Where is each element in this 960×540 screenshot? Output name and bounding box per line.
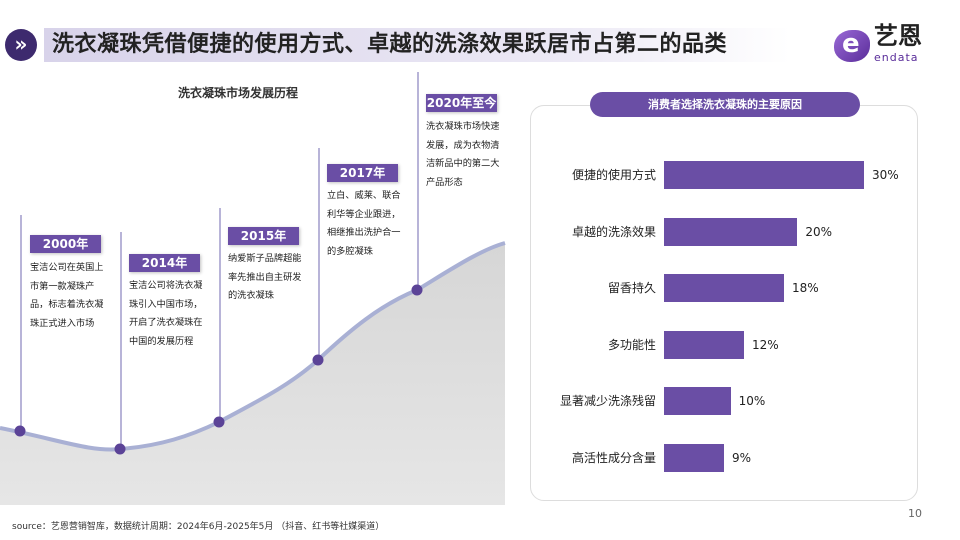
bar-row: 高活性成分含量 9%: [530, 444, 918, 472]
bar-value-label: 12%: [752, 338, 779, 352]
timeline-connector: [219, 208, 221, 422]
page-title: 洗衣凝珠凭借便捷的使用方式、卓越的洗涤效果跃居市占第二的品类: [52, 32, 728, 57]
bar-label: 多功能性: [607, 338, 656, 352]
bar-label: 便捷的使用方式: [571, 168, 656, 182]
bar-label: 高活性成分含量: [571, 451, 656, 465]
bar-row: 便捷的使用方式 30%: [530, 161, 918, 189]
bar-row: 多功能性 12%: [530, 331, 918, 359]
bar: [664, 331, 744, 359]
bar: [664, 218, 798, 246]
year-badge: 2015年: [228, 227, 299, 245]
bar-value-label: 10%: [738, 394, 766, 408]
year-badge: 2014年: [129, 254, 200, 272]
bar-value-label: 9%: [732, 451, 752, 465]
bar: [664, 161, 864, 189]
timeline-connector: [318, 148, 320, 360]
logo-mark-icon: [834, 28, 870, 62]
event-description: 宝洁公司在英国上市第一款凝珠产品，标志着洗衣凝珠正式进入市场: [30, 262, 104, 329]
year-badge: 2020年至今: [426, 94, 497, 112]
bar: [664, 387, 731, 415]
bar-value-label: 18%: [792, 281, 819, 295]
year-badge: 2000年: [30, 235, 101, 253]
bar: [664, 444, 724, 472]
endata-logo: 艺恩 endata: [834, 24, 944, 68]
timeline-point: [14, 425, 26, 437]
timeline-point: [411, 284, 423, 296]
timeline-connector: [120, 232, 122, 449]
bar: [664, 274, 784, 302]
timeline-connector: [417, 72, 419, 290]
event-description: 纳爱斯子品牌超能率先推出自主研发的洗衣凝珠: [228, 253, 302, 301]
curve-area: [0, 243, 505, 505]
page-number: 10: [908, 507, 922, 520]
title-bar: 洗衣凝珠凭借便捷的使用方式、卓越的洗涤效果跃居市占第二的品类: [44, 28, 790, 62]
bar-row: 留香持久 18%: [530, 274, 918, 302]
bar-label: 卓越的洗涤效果: [571, 225, 656, 239]
bar-row: 显著减少洗涤残留 10%: [530, 387, 918, 415]
event-description: 洗衣凝珠市场快速发展，成为衣物清洁新品中的第二大产品形态: [426, 121, 500, 188]
timeline-point: [114, 443, 126, 455]
reasons-chart-title: 消费者选择洗衣凝珠的主要原因: [590, 92, 860, 117]
timeline-title: 洗衣凝珠市场发展历程: [178, 86, 299, 100]
event-description: 立白、威莱、联合利华等企业跟进，相继推出洗护合一的多腔凝珠: [327, 190, 401, 257]
bar-label: 显著减少洗涤残留: [559, 394, 656, 408]
bar-value-label: 30%: [872, 168, 899, 182]
timeline-points: [14, 284, 423, 455]
logo-en: endata: [874, 51, 919, 64]
timeline-point: [213, 416, 225, 428]
source-note: source：艺恩营销智库，数据统计周期：2024年6月-2025年5月 （抖音…: [12, 522, 385, 532]
bar-row: 卓越的洗涤效果 20%: [530, 218, 918, 246]
timeline-point: [312, 354, 324, 366]
year-badge: 2017年: [327, 164, 398, 182]
timeline-curve: [0, 241, 506, 505]
logo-cn: 艺恩: [874, 22, 922, 50]
double-chevron-right-icon: »: [5, 29, 37, 61]
bar-value-label: 20%: [805, 225, 832, 239]
timeline-connector: [20, 215, 22, 431]
bar-label: 留香持久: [607, 281, 656, 295]
event-description: 宝洁公司将洗衣凝珠引入中国市场，开启了洗衣凝珠在中国的发展历程: [129, 280, 203, 347]
curve-line: [0, 241, 506, 452]
